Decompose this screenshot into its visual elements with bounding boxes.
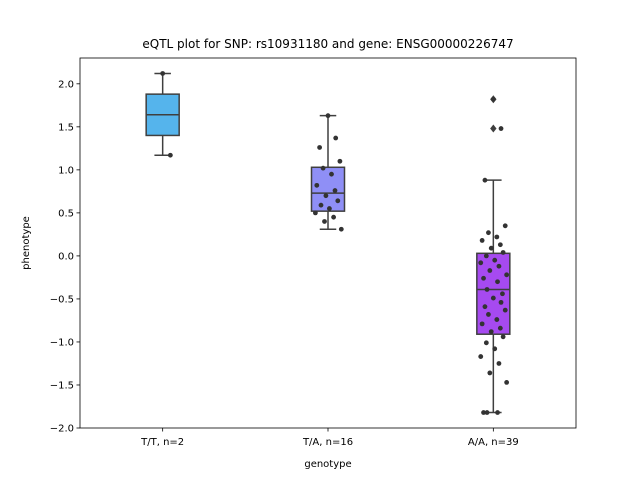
data-point xyxy=(482,177,488,183)
data-point xyxy=(322,219,327,224)
y-tick-label: −2.0 xyxy=(50,424,74,435)
chart-title: eQTL plot for SNP: rs10931180 and gene: … xyxy=(142,37,513,51)
data-point xyxy=(333,135,339,141)
outlier-marker xyxy=(490,124,497,133)
x-axis-label: genotype xyxy=(304,459,351,470)
y-tick-label: −1.5 xyxy=(50,380,74,391)
data-point xyxy=(492,257,498,263)
data-point xyxy=(495,410,500,415)
y-tick-label: 0.0 xyxy=(58,251,74,262)
data-point xyxy=(481,275,486,281)
data-point xyxy=(487,370,493,376)
data-point xyxy=(318,202,324,208)
box-group-0 xyxy=(145,71,180,158)
data-point xyxy=(331,214,336,220)
data-point xyxy=(504,272,510,278)
box-group-2 xyxy=(476,95,511,415)
data-point xyxy=(502,223,508,229)
data-point xyxy=(338,226,344,232)
data-point xyxy=(314,182,320,188)
data-point xyxy=(478,354,484,359)
data-point xyxy=(504,379,510,385)
data-point xyxy=(332,188,338,193)
data-point xyxy=(483,253,489,259)
data-point xyxy=(498,299,504,305)
data-point xyxy=(478,260,484,266)
data-point xyxy=(484,287,490,292)
x-tick-label: A/A, n=39 xyxy=(468,437,519,448)
data-point xyxy=(494,317,500,322)
data-point xyxy=(481,410,486,415)
y-axis-label: phenotype xyxy=(21,216,32,270)
y-tick-label: 2.0 xyxy=(58,79,74,90)
data-point xyxy=(498,126,504,131)
data-point xyxy=(483,340,489,346)
x-tick-label: T/A, n=16 xyxy=(302,437,353,448)
data-point xyxy=(320,165,326,171)
data-point xyxy=(492,346,498,352)
data-point xyxy=(337,158,343,164)
box-iqr xyxy=(310,166,346,212)
data-point xyxy=(167,152,173,158)
data-point xyxy=(484,410,490,415)
data-point xyxy=(490,96,496,102)
data-point xyxy=(487,268,493,273)
data-point xyxy=(317,145,322,150)
data-point xyxy=(486,312,491,317)
data-point xyxy=(329,171,334,177)
y-tick-label: −0.5 xyxy=(50,294,74,305)
x-tick-label: T/T, n=2 xyxy=(140,437,184,448)
data-point xyxy=(497,325,503,331)
data-point xyxy=(482,304,488,310)
data-point xyxy=(479,238,485,243)
data-point xyxy=(323,193,329,199)
y-tick-label: 1.0 xyxy=(58,165,74,176)
data-point xyxy=(486,230,491,236)
data-point xyxy=(495,279,500,285)
data-point xyxy=(488,329,494,335)
data-point xyxy=(497,242,503,248)
data-point xyxy=(494,234,500,240)
data-point xyxy=(160,71,166,76)
data-point xyxy=(479,321,485,327)
data-point xyxy=(490,295,496,301)
data-point xyxy=(496,361,502,366)
data-point xyxy=(502,307,508,313)
y-tick-label: 1.5 xyxy=(58,122,74,133)
data-point xyxy=(313,210,318,216)
y-tick-label: −1.0 xyxy=(50,337,74,348)
data-point xyxy=(500,291,505,297)
data-point xyxy=(335,198,341,204)
data-point xyxy=(500,250,506,255)
data-point xyxy=(325,113,331,119)
data-point xyxy=(500,334,506,340)
box-group-1 xyxy=(310,113,346,232)
data-point xyxy=(488,245,494,251)
data-point xyxy=(327,206,332,211)
y-tick-label: 0.5 xyxy=(58,208,74,219)
data-point xyxy=(496,263,502,269)
